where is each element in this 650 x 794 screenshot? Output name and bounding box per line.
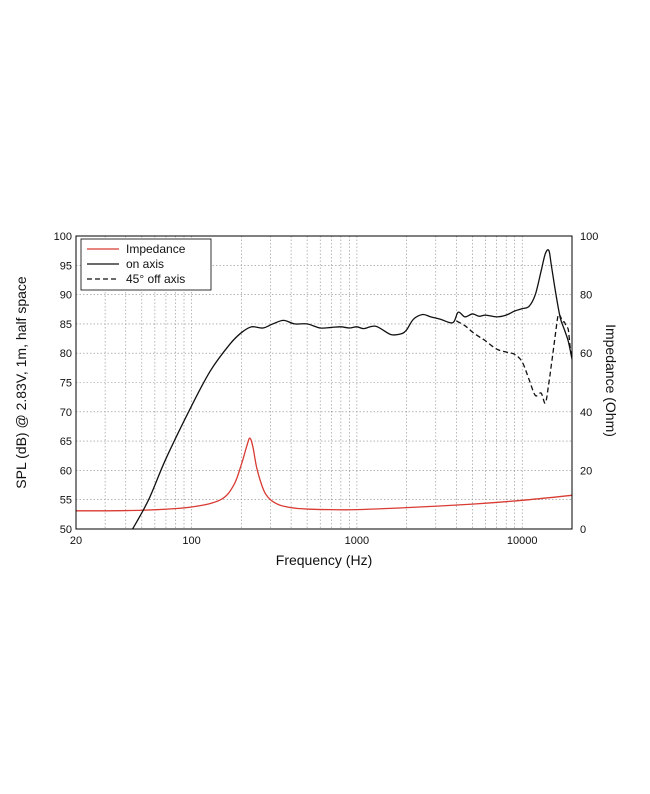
series-layer [76, 249, 572, 529]
y-left-tick-label: 80 [60, 348, 72, 360]
y-left-tick-label: 50 [60, 524, 72, 536]
y-left-tick-label: 85 [60, 319, 72, 331]
x-tick-label: 100 [182, 535, 200, 547]
legend-label-impedance: Impedance [126, 242, 186, 256]
y-right-tick-label: 60 [580, 348, 592, 360]
y-right-tick-label: 40 [580, 407, 592, 419]
series-line-on-axis [132, 249, 572, 529]
grid [76, 236, 572, 529]
y-left-tick-label: 55 [60, 495, 72, 507]
x-tick-label: 20 [70, 535, 82, 547]
y-right-tick-label: 80 [580, 290, 592, 302]
y-left-tick-label: 65 [60, 436, 72, 448]
legend-label-on-axis: on axis [126, 257, 164, 271]
y-left-tick-label: 100 [54, 231, 72, 243]
y-axis-left-title: SPL (dB) @ 2.83V, 1m, half space [13, 276, 29, 489]
y-left-tick-label: 60 [60, 465, 72, 477]
y-right-tick-label: 20 [580, 465, 592, 477]
y-left-tick-label: 70 [60, 407, 72, 419]
plot-frame [75, 235, 573, 530]
x-tick-label: 10000 [507, 535, 538, 547]
series-line-impedance [76, 437, 572, 512]
y-right-tick-label: 100 [580, 231, 598, 243]
tick-labels: 20 100 1000 1000050556065707580859095100020… [54, 231, 599, 547]
y-left-tick-label: 90 [60, 290, 72, 302]
y-left-tick-label: 95 [60, 260, 72, 272]
legend: Impedance on axis 45° off axis [80, 238, 212, 291]
legend-label-45-off-axis: 45° off axis [126, 272, 185, 286]
series-line-45-off-axis [456, 313, 572, 404]
y-left-tick-label: 75 [60, 378, 72, 390]
y-right-tick-label: 0 [580, 524, 586, 536]
x-axis-title: Frequency (Hz) [276, 552, 372, 568]
y-axis-right-title: Impedance (Ohm) [603, 324, 619, 437]
x-tick-label: 1000 [345, 535, 369, 547]
